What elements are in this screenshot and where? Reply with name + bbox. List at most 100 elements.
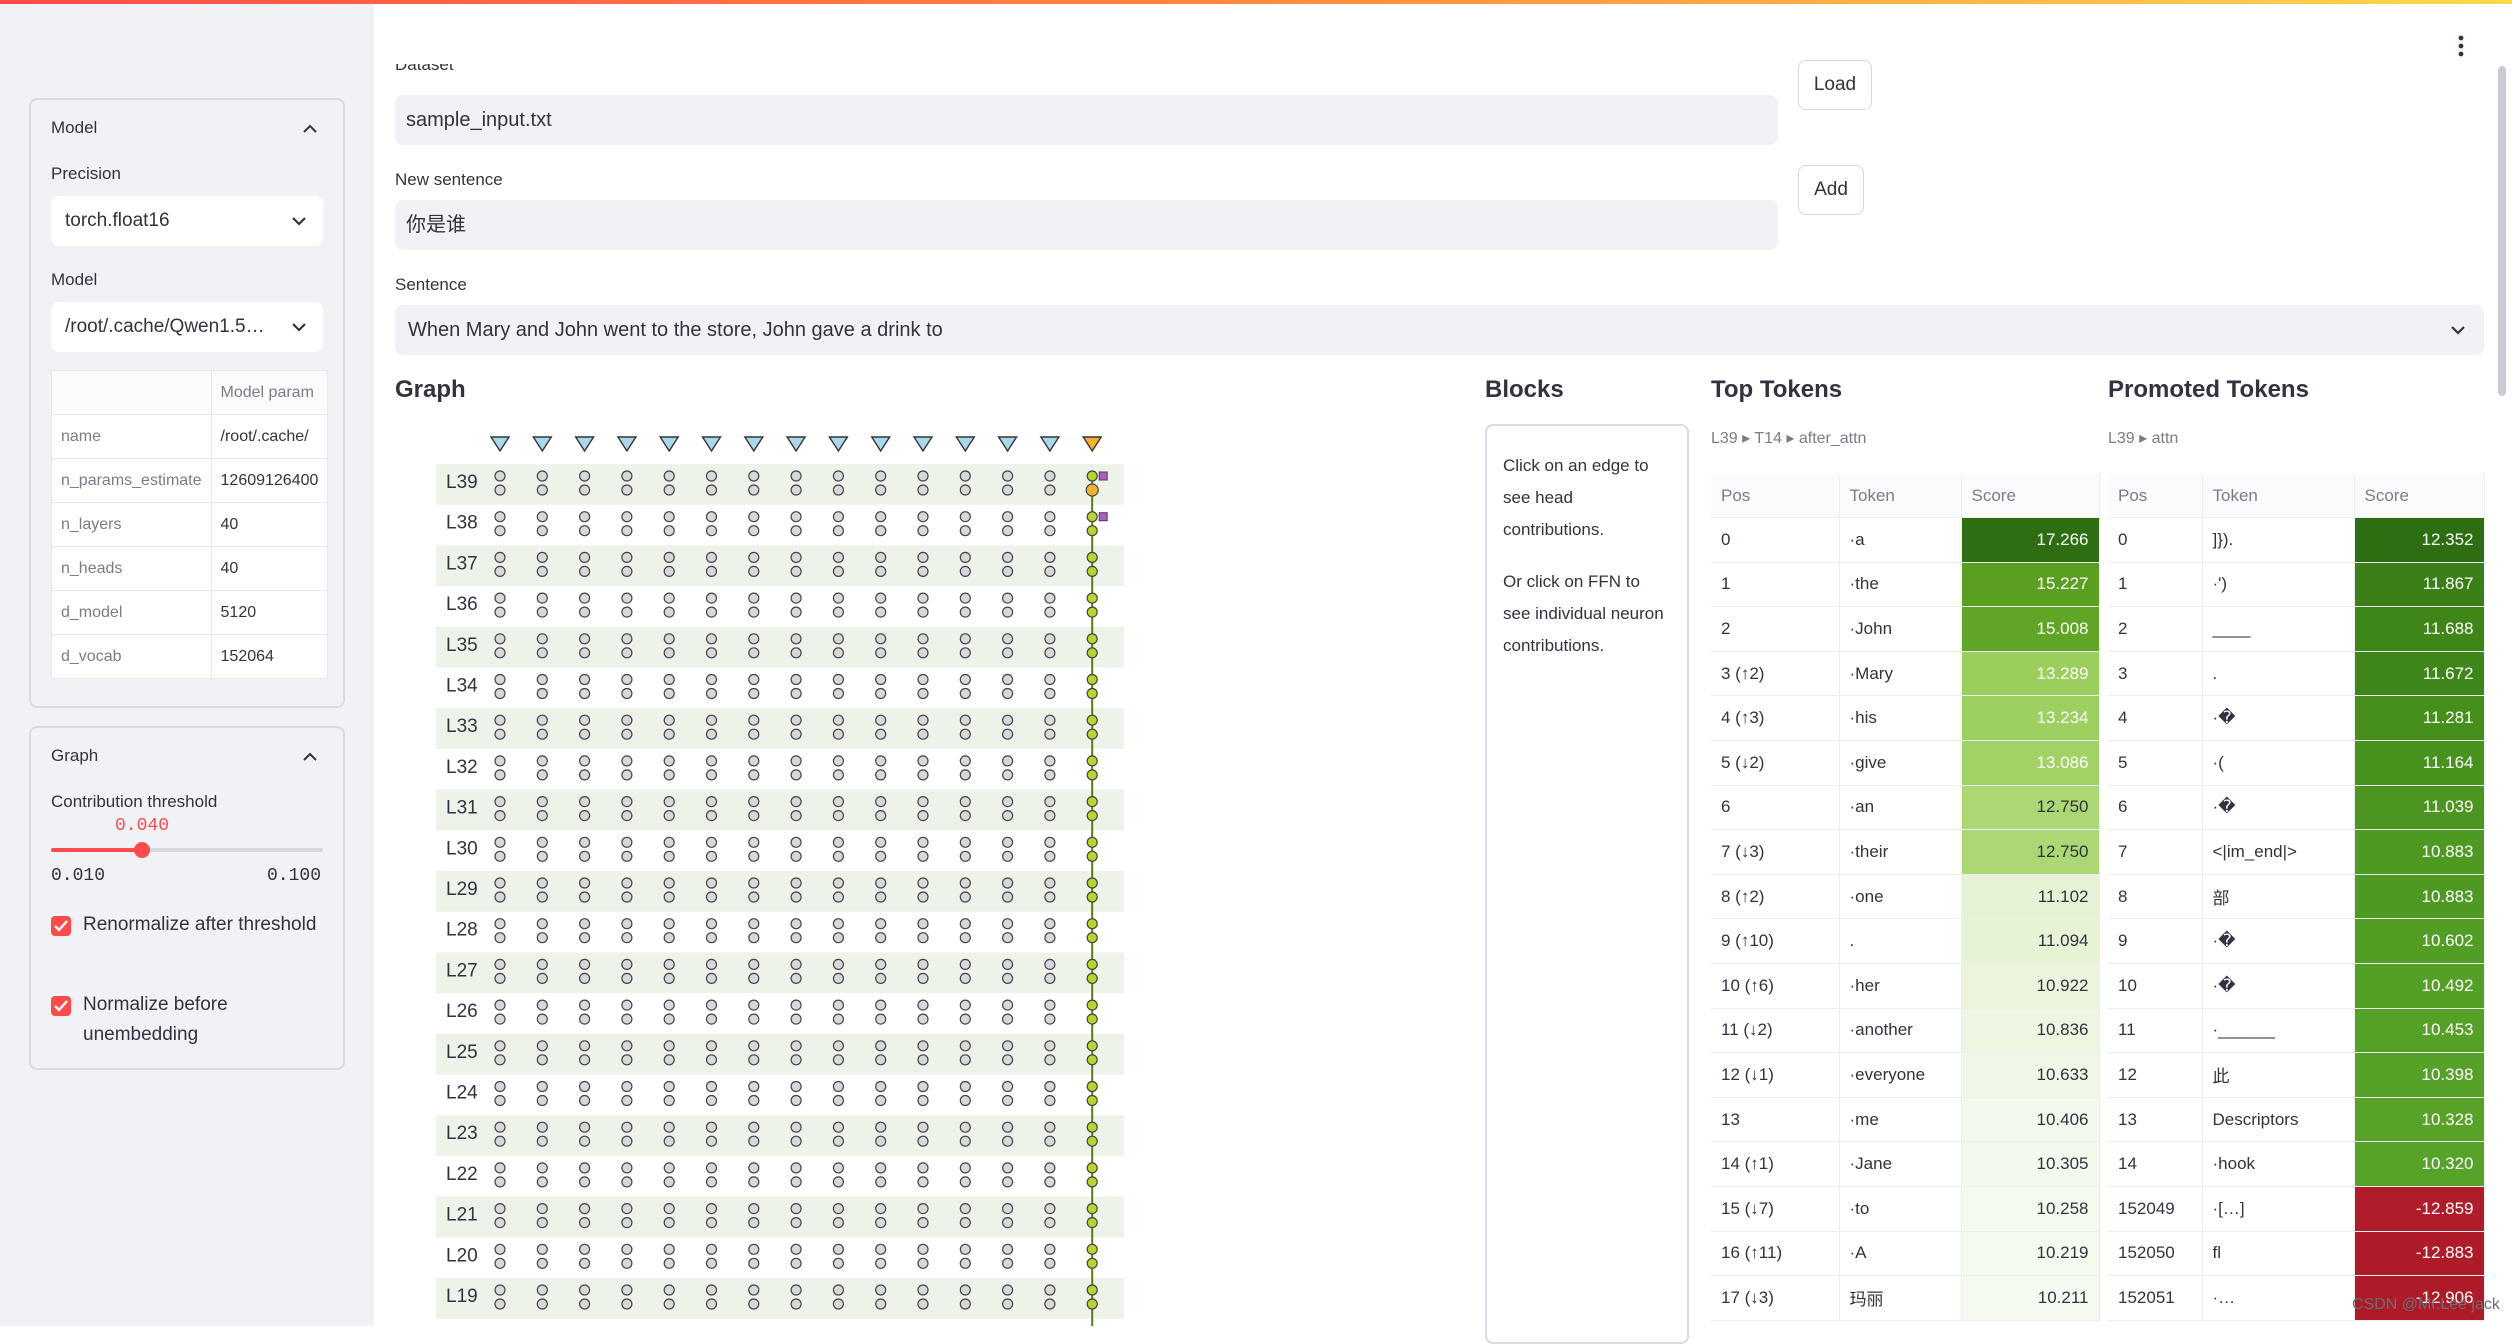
attn-node — [621, 592, 633, 604]
add-button[interactable]: Add — [1798, 165, 1864, 215]
ffn-node — [959, 1298, 971, 1310]
attn-node — [1086, 877, 1098, 889]
attn-node — [1086, 796, 1098, 808]
table-row[interactable]: 5 ·(11.164 — [2108, 740, 2485, 786]
table-row[interactable]: 152049 ·[…] -12.859 — [2108, 1186, 2485, 1232]
model-panel-title[interactable]: Model — [51, 118, 98, 137]
token-pos: 152050 — [2108, 1231, 2203, 1277]
attn-node — [621, 1243, 633, 1255]
attn-node — [536, 1080, 548, 1093]
attn-node — [959, 633, 971, 645]
graph-canvas[interactable]: L39 L38 L37 L36 L35 L34 L33 L32 L31 L30 L29 L28 L27 L… — [430, 428, 1135, 1326]
token-score: 10.922 — [1961, 963, 2100, 1009]
token-score: 10.453 — [2354, 1008, 2485, 1054]
table-row[interactable]: 11 ·______ 10.453 — [2108, 1008, 2485, 1054]
table-row[interactable]: 2 ____ 11.688 — [2108, 606, 2485, 652]
layer-band — [436, 626, 1124, 668]
table-row[interactable]: 15 (↓7) ·to 10.258 — [1711, 1186, 2100, 1232]
ffn-node — [748, 687, 760, 700]
attn-node — [494, 714, 506, 726]
threshold-slider[interactable] — [51, 842, 323, 858]
token-text: ·� — [2202, 785, 2355, 831]
column-header: Pos — [2108, 474, 2203, 518]
ffn-node — [663, 687, 675, 700]
table-row[interactable]: 0]}). 12.352 — [2108, 517, 2485, 563]
attn-node — [494, 755, 506, 767]
ffn-node — [663, 769, 675, 781]
ffn-node — [875, 1176, 887, 1188]
table-row[interactable]: 14 ·hook 10.320 — [2108, 1141, 2485, 1187]
chevron-up-icon[interactable] — [299, 118, 321, 140]
table-row[interactable]: 17 (↓3) 玛丽 10.211 — [1711, 1275, 2100, 1321]
ffn-node — [494, 1257, 506, 1269]
sentence-select[interactable]: When Mary and John went to the store, Jo… — [395, 305, 2484, 355]
threshold-slider-thumb[interactable] — [133, 842, 150, 858]
layer-label: L21 — [446, 1205, 478, 1226]
precision-select[interactable]: torch.float16 — [51, 196, 323, 246]
token-pos: 152051 — [2108, 1275, 2203, 1321]
load-button[interactable]: Load — [1798, 60, 1872, 110]
table-row[interactable]: 8 部 10.883 — [2108, 874, 2485, 920]
table-row[interactable]: 6 ·an 12.750 — [1711, 785, 2100, 831]
table-row[interactable]: 16 (↑11) ·A 10.219 — [1711, 1231, 2100, 1277]
ffn-node — [1044, 891, 1056, 903]
attn-node — [663, 592, 675, 604]
table-row[interactable]: 5 (↓2) ·give 13.086 — [1711, 740, 2100, 786]
table-row[interactable]: 12 此 10.398 — [2108, 1052, 2485, 1098]
table-row[interactable]: 8 (↑2) ·one 11.102 — [1711, 874, 2100, 920]
ffn-node — [621, 1298, 633, 1310]
attn-node — [790, 633, 802, 645]
table-row[interactable]: 152050 fl -12.883 — [2108, 1231, 2485, 1277]
table-row[interactable]: 7 <|im_end|> 10.883 — [2108, 829, 2485, 875]
token-score: 11.039 — [2354, 785, 2485, 831]
model-select[interactable]: /root/.cache/Qwen1.5… — [51, 302, 323, 352]
attn-node — [748, 1284, 760, 1296]
attn-node — [832, 1202, 844, 1215]
ffn-node — [536, 728, 548, 740]
attn-node — [536, 1202, 548, 1215]
renorm-checkbox[interactable] — [51, 916, 71, 936]
token-triangle — [1081, 436, 1103, 453]
ffn-node — [917, 606, 929, 618]
graph-panel: Graph Contribution threshold 0.040 0.010… — [29, 726, 345, 1070]
more-menu-icon[interactable] — [2456, 34, 2466, 58]
table-row[interactable]: 13 Descriptors 10.328 — [2108, 1097, 2485, 1143]
table-row[interactable]: 11 (↓2) ·another 10.836 — [1711, 1008, 2100, 1054]
attn-node — [536, 999, 548, 1011]
ffn-node — [832, 606, 844, 618]
graph-panel-title[interactable]: Graph — [51, 746, 99, 765]
table-row[interactable]: 3 (↑2) ·Mary 13.289 — [1711, 651, 2100, 697]
table-row[interactable]: 3. 11.672 — [2108, 651, 2485, 697]
normalize-checkbox[interactable] — [51, 996, 71, 1016]
table-row[interactable]: 4 (↑3) ·his 13.234 — [1711, 695, 2100, 741]
attn-node — [1044, 796, 1056, 808]
table-row[interactable]: 2 ·John 15.008 — [1711, 606, 2100, 652]
table-row[interactable]: 7 (↓3) ·their 12.750 — [1711, 829, 2100, 875]
token-score: -12.883 — [2354, 1231, 2485, 1277]
chevron-up-icon[interactable] — [299, 746, 321, 768]
token-text: 此 — [2202, 1052, 2355, 1098]
dataset-input[interactable]: sample_input.txt — [395, 95, 1778, 145]
table-row[interactable]: 13 ·me 10.406 — [1711, 1097, 2100, 1143]
table-row[interactable]: 12 (↓1) ·everyone 10.633 — [1711, 1052, 2100, 1098]
table-header-row: Pos Token Score — [2108, 474, 2485, 518]
table-row[interactable]: 9 ·� 10.602 — [2108, 918, 2485, 964]
table-row[interactable]: 9 (↑10). 11.094 — [1711, 918, 2100, 964]
table-row[interactable]: 6 ·� 11.039 — [2108, 785, 2485, 831]
table-row[interactable]: 1 ·the 15.227 — [1711, 562, 2100, 608]
table-row[interactable]: 1 ·') 11.867 — [2108, 562, 2485, 608]
table-row[interactable]: 0 ·a 17.266 — [1711, 517, 2100, 563]
renorm-label[interactable]: Renormalize after threshold — [83, 914, 317, 935]
table-row[interactable]: 10 (↑6) ·her 10.922 — [1711, 963, 2100, 1009]
table-row[interactable]: 14 (↑1) ·Jane 10.305 — [1711, 1141, 2100, 1187]
attn-node — [579, 836, 591, 848]
table-row[interactable]: 152051 ·… -12.906 — [2108, 1275, 2485, 1321]
normalize-label[interactable]: Normalize before unembedding — [83, 994, 228, 1045]
table-row[interactable]: 10 ·� 10.492 — [2108, 963, 2485, 1009]
table-row[interactable]: 4 ·� 11.281 — [2108, 695, 2485, 741]
token-score: 15.008 — [1961, 606, 2100, 652]
ffn-node — [705, 1054, 718, 1066]
scrollbar[interactable] — [2498, 66, 2506, 396]
new-sentence-input[interactable]: 你是谁 — [395, 200, 1778, 250]
token-score: 10.602 — [2354, 918, 2485, 964]
